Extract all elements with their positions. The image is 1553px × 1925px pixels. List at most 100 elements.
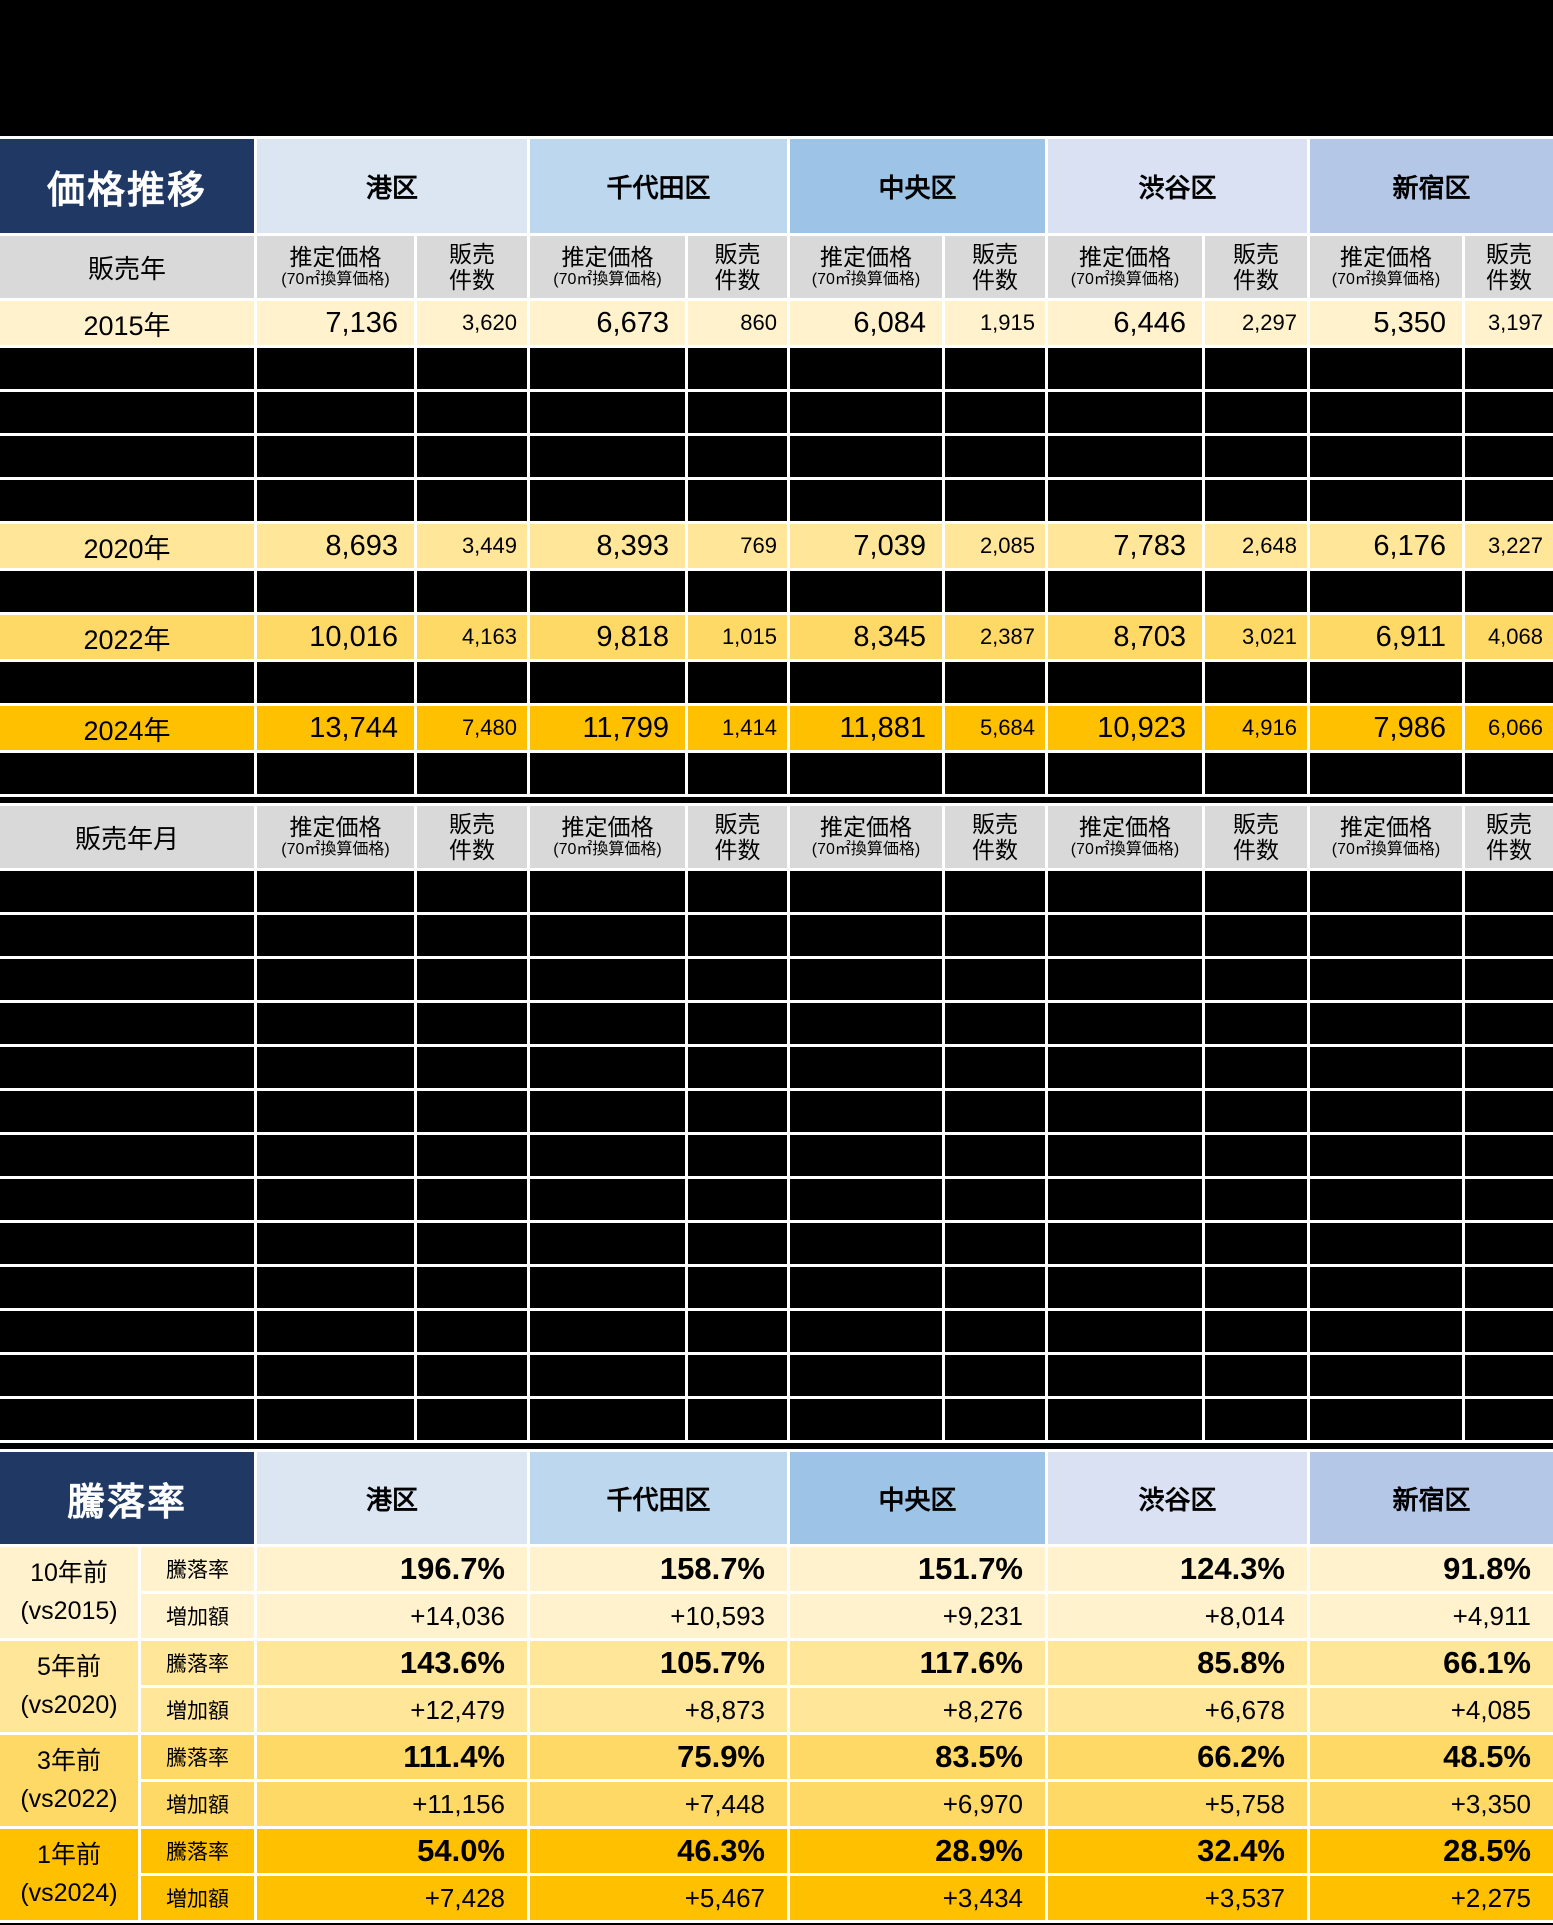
price-column-header-cell: 推定価格 (70㎡換算価格)	[1048, 806, 1202, 868]
rate-value-cell: 85.8%	[1048, 1641, 1307, 1685]
monthly-history-table: 販売年月 推定価格 (70㎡換算価格) 販売 件数 推定価格 (70㎡換算価格) 販売 件数 推定…	[0, 806, 1553, 1440]
redacted-value-cell	[688, 753, 787, 794]
redacted-value-cell	[688, 1091, 787, 1132]
rate-value-cell: 124.3%	[1048, 1547, 1307, 1591]
count-column-header-cell: 販売 件数	[1465, 806, 1553, 868]
redacted-value-cell	[688, 480, 787, 521]
redacted-value-cell	[530, 1311, 685, 1352]
count-value-cell: 3,620	[417, 301, 527, 345]
redacted-value-cell	[417, 1047, 527, 1088]
redacted-table-row	[0, 392, 1553, 433]
redacted-value-cell	[790, 1135, 942, 1176]
redacted-value-cell	[1048, 1047, 1202, 1088]
price-column-header-cell: 推定価格 (70㎡換算価格)	[530, 806, 685, 868]
redacted-table-row	[0, 1311, 1553, 1352]
price-column-header-cell: 推定価格 (70㎡換算価格)	[790, 806, 942, 868]
redacted-value-cell	[1465, 1003, 1553, 1044]
price-header-line2: (70㎡換算価格)	[811, 840, 921, 858]
redacted-value-cell	[945, 1223, 1045, 1264]
redacted-value-cell	[1465, 871, 1553, 912]
redacted-value-cell	[1048, 1355, 1202, 1396]
redacted-value-cell	[1310, 1047, 1462, 1088]
table-header-row: 騰落率 港区 千代田区 中央区 渋谷区 新宿区	[0, 1452, 1553, 1544]
redacted-value-cell	[417, 1399, 527, 1440]
rate-value-cell: 28.9%	[790, 1829, 1045, 1873]
redacted-value-cell	[417, 1355, 527, 1396]
amount-value-cell: +2,275	[1310, 1876, 1553, 1920]
amount-value-cell: +11,156	[257, 1782, 527, 1826]
count-value-cell: 4,068	[1465, 615, 1553, 659]
redacted-label-cell	[0, 1223, 254, 1264]
redacted-label-cell	[0, 1267, 254, 1308]
price-history-table: 価格推移 港区 千代田区 中央区 渋谷区 新宿区 販売年 推定価格 (70㎡換算価格) 販売 件数推…	[0, 139, 1553, 794]
count-column-header-cell: 販売 件数	[945, 806, 1045, 868]
amount-value-cell: +5,467	[530, 1876, 787, 1920]
redacted-label-cell	[0, 959, 254, 1000]
rate-value-cell: 66.1%	[1310, 1641, 1553, 1685]
ward-header-cell: 中央区	[790, 139, 1045, 233]
count-column-header-cell: 販売 件数	[688, 236, 787, 298]
redacted-value-cell	[790, 1223, 942, 1264]
redacted-table-row	[0, 753, 1553, 794]
redacted-value-cell	[1310, 1311, 1462, 1352]
price-value-cell: 7,136	[257, 301, 414, 345]
redacted-value-cell	[1310, 662, 1462, 703]
price-value-cell: 6,084	[790, 301, 942, 345]
rate-value-cell: 91.8%	[1310, 1547, 1553, 1591]
redacted-label-cell	[0, 1047, 254, 1088]
redacted-value-cell	[688, 1311, 787, 1352]
redacted-value-cell	[257, 1355, 414, 1396]
redacted-value-cell	[1205, 1267, 1307, 1308]
count-value-cell: 4,163	[417, 615, 527, 659]
redacted-value-cell	[257, 1223, 414, 1264]
ward-header-cell: 中央区	[790, 1452, 1045, 1544]
redacted-value-cell	[688, 1223, 787, 1264]
redacted-value-cell	[945, 348, 1045, 389]
redacted-table-row	[0, 915, 1553, 956]
amount-value-cell: +14,036	[257, 1594, 527, 1638]
price-value-cell: 8,393	[530, 524, 685, 568]
count-header-line1: 販売	[714, 810, 761, 837]
redacted-value-cell	[945, 1003, 1045, 1044]
change-rate-title: 騰落率	[0, 1452, 254, 1544]
redacted-value-cell	[1048, 348, 1202, 389]
row-label-header-cell: 販売年月	[0, 806, 254, 868]
period-name: 5年前	[37, 1653, 101, 1681]
redacted-value-cell	[257, 662, 414, 703]
count-column-header-cell: 販売 件数	[1205, 236, 1307, 298]
redacted-value-cell	[530, 1003, 685, 1044]
count-header-line1: 販売	[449, 240, 495, 267]
redacted-value-cell	[1205, 436, 1307, 477]
price-value-cell: 13,744	[257, 706, 414, 750]
price-value-cell: 10,016	[257, 615, 414, 659]
count-header-line2: 件数	[1233, 267, 1279, 293]
redacted-value-cell	[688, 871, 787, 912]
redacted-value-cell	[1310, 959, 1462, 1000]
redacted-label-cell	[0, 1003, 254, 1044]
redacted-value-cell	[1465, 1223, 1553, 1264]
count-header-line2: 件数	[972, 267, 1018, 293]
rate-value-cell: 46.3%	[530, 1829, 787, 1873]
redacted-value-cell	[417, 480, 527, 521]
redacted-value-cell	[790, 436, 942, 477]
redacted-value-cell	[688, 571, 787, 612]
year-label-cell: 2024年	[0, 706, 254, 750]
redacted-value-cell	[530, 662, 685, 703]
count-header-line2: 件数	[1486, 267, 1532, 293]
redacted-value-cell	[530, 348, 685, 389]
redacted-value-cell	[1310, 1223, 1462, 1264]
count-value-cell: 3,227	[1465, 524, 1553, 568]
redacted-value-cell	[1048, 392, 1202, 433]
count-value-cell: 1,414	[688, 706, 787, 750]
count-header-line2: 件数	[1486, 837, 1532, 863]
redacted-value-cell	[688, 1047, 787, 1088]
column-header-row: 販売年月 推定価格 (70㎡換算価格) 販売 件数 推定価格 (70㎡換算価格) 販売 件数 推定…	[0, 806, 1553, 868]
count-header-line1: 販売	[1233, 810, 1279, 837]
redacted-value-cell	[945, 1135, 1045, 1176]
redacted-value-cell	[1205, 392, 1307, 433]
amount-value-cell: +6,970	[790, 1782, 1045, 1826]
redacted-label-cell	[0, 480, 254, 521]
amount-value-cell: +3,537	[1048, 1876, 1307, 1920]
redacted-value-cell	[1205, 1091, 1307, 1132]
